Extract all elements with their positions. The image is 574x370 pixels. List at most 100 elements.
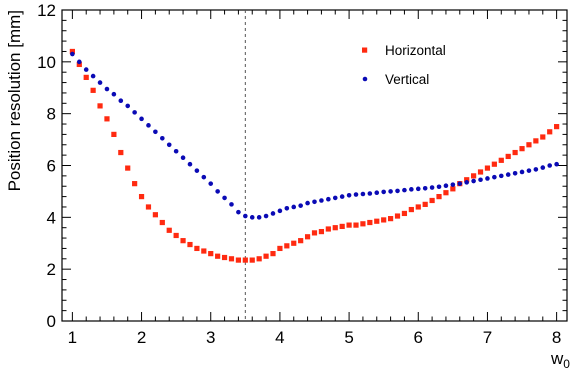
data-point-vertical — [498, 173, 504, 179]
data-point-vertical — [76, 59, 82, 65]
data-point-vertical — [319, 198, 324, 203]
data-point-horizontal — [450, 186, 456, 192]
data-point-horizontal — [471, 173, 477, 179]
data-point-vertical — [83, 67, 89, 72]
legend-marker-horizontal — [362, 47, 368, 53]
data-point-vertical — [139, 116, 144, 122]
data-point-horizontal — [69, 48, 75, 55]
data-point-vertical — [471, 178, 476, 184]
data-point-horizontal — [325, 226, 331, 232]
data-point-vertical — [505, 172, 511, 177]
data-point-vertical — [270, 211, 276, 216]
data-point-horizontal — [194, 245, 200, 252]
data-point-vertical — [381, 189, 386, 195]
data-point-horizontal — [76, 61, 82, 68]
y-tick-label: 12 — [37, 1, 56, 20]
data-point-vertical — [360, 191, 366, 197]
x-tick-label: 7 — [483, 328, 492, 347]
data-point-horizontal — [208, 251, 214, 257]
data-point-vertical — [526, 168, 532, 173]
data-point-horizontal — [387, 216, 394, 222]
data-point-vertical — [339, 194, 345, 199]
legend: Horizontal Vertical — [362, 43, 446, 87]
data-point-vertical — [222, 195, 227, 201]
data-point-vertical — [118, 98, 124, 104]
data-point-horizontal — [415, 204, 421, 210]
data-point-horizontal — [346, 222, 352, 228]
y-tick-label: 2 — [47, 260, 56, 279]
x-tick-label: 5 — [344, 328, 353, 347]
data-point-vertical — [249, 215, 255, 220]
data-point-horizontal — [554, 124, 560, 130]
data-point-vertical — [429, 185, 435, 190]
data-point-horizontal — [436, 194, 442, 200]
data-point-vertical — [540, 165, 546, 170]
data-point-horizontal — [512, 149, 518, 156]
series-vertical — [70, 51, 559, 220]
data-point-vertical — [215, 189, 220, 194]
data-point-vertical — [353, 192, 359, 197]
data-point-horizontal — [540, 134, 546, 140]
data-point-horizontal — [401, 210, 408, 217]
data-point-vertical — [388, 189, 393, 194]
data-point-horizontal — [381, 217, 387, 223]
x-axis-label-subscript: 0 — [563, 357, 570, 370]
data-point-vertical — [485, 176, 490, 181]
data-point-horizontal — [318, 228, 325, 235]
data-point-horizontal — [104, 116, 110, 122]
data-point-horizontal — [443, 190, 449, 196]
data-point-horizontal — [491, 161, 497, 167]
data-point-vertical — [236, 209, 241, 215]
data-point-horizontal — [138, 194, 145, 200]
data-point-horizontal — [201, 248, 207, 254]
data-point-horizontal — [180, 238, 186, 244]
x-axis-label-main: w — [550, 349, 564, 368]
data-point-horizontal — [145, 204, 152, 210]
data-point-horizontal — [132, 181, 138, 187]
x-axis-label: w0 — [550, 349, 570, 370]
data-point-vertical — [346, 193, 352, 198]
data-point-horizontal — [339, 223, 345, 230]
data-point-vertical — [332, 195, 338, 201]
data-point-vertical — [153, 129, 158, 135]
data-point-horizontal — [464, 177, 470, 183]
data-point-vertical — [554, 161, 559, 167]
data-point-horizontal — [277, 245, 283, 252]
y-tick-label: 4 — [47, 208, 56, 227]
data-point-horizontal — [429, 197, 435, 204]
plot-frame — [61, 9, 568, 322]
data-point-vertical — [194, 168, 200, 173]
y-tick-labels: 0 2 4 6 8 10 12 — [37, 1, 56, 331]
data-point-vertical — [146, 123, 151, 128]
data-point-horizontal — [249, 257, 255, 263]
data-point-horizontal — [304, 234, 311, 240]
data-point-horizontal — [235, 257, 242, 263]
data-point-vertical — [166, 142, 172, 148]
data-point-vertical — [395, 188, 400, 194]
data-point-vertical — [284, 205, 290, 211]
data-point-vertical — [208, 181, 214, 186]
data-point-horizontal — [477, 169, 484, 175]
data-point-horizontal — [311, 230, 318, 236]
data-point-horizontal — [256, 256, 262, 262]
data-point-vertical — [305, 200, 310, 206]
data-point-vertical — [374, 190, 380, 196]
data-point-vertical — [450, 182, 456, 187]
data-point-horizontal — [228, 256, 235, 262]
data-point-horizontal — [353, 222, 359, 228]
data-point-horizontal — [242, 257, 248, 263]
data-point-vertical — [402, 187, 407, 193]
data-point-horizontal — [125, 165, 131, 171]
data-point-horizontal — [284, 243, 290, 249]
data-point-vertical — [201, 174, 207, 180]
data-point-horizontal — [97, 103, 103, 109]
data-point-horizontal — [173, 232, 179, 239]
data-point-vertical — [512, 170, 518, 176]
data-point-horizontal — [519, 146, 525, 152]
x-tick-label: 6 — [414, 328, 423, 347]
data-point-vertical — [243, 213, 248, 219]
legend-label-horizontal: Horizontal — [385, 43, 446, 58]
data-series — [69, 48, 560, 263]
x-tick-label: 1 — [68, 328, 77, 347]
